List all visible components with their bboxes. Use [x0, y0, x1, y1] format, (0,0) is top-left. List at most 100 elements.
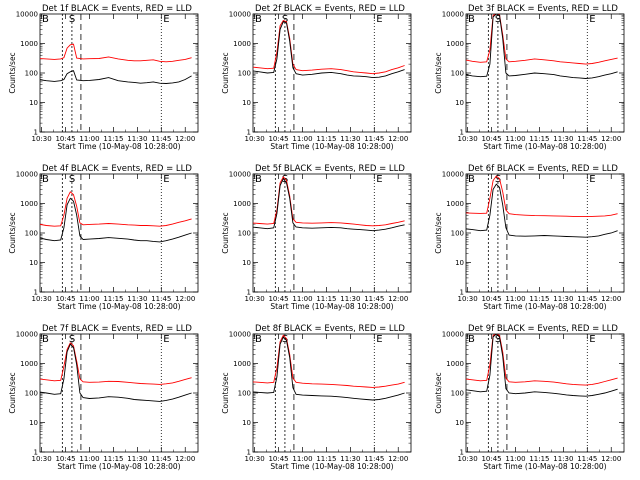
- x-tick-label: 10:45: [55, 455, 75, 463]
- x-tick-label: 10:30: [32, 455, 52, 463]
- y-axis-label: Counts/sec: [221, 52, 230, 93]
- series-line-lld: [40, 191, 192, 227]
- panel-det-2: Det 2f BLACK = Events, RED = LLD 1 10 100 10…: [221, 4, 412, 151]
- x-tick-label: 11:30: [553, 455, 573, 463]
- y-tick-label: 10000: [442, 11, 464, 19]
- x-tick-label: 10:45: [481, 295, 501, 303]
- x-axis-label: Start Time (10-May-08 10:28:00): [270, 302, 393, 311]
- x-axis-label: Start Time (10-May-08 10:28:00): [57, 302, 180, 311]
- x-tick-label: 11:30: [340, 455, 360, 463]
- y-tick-label: 1: [460, 289, 464, 297]
- series-line-events: [40, 343, 192, 402]
- y-axis-label: Counts/sec: [8, 52, 17, 93]
- y-tick-label: 1: [460, 449, 464, 457]
- x-tick-label: 12:00: [175, 455, 195, 463]
- y-tick-label: 10000: [16, 331, 38, 339]
- x-tick-label: 11:30: [553, 295, 573, 303]
- x-tick-label: 11:45: [151, 135, 171, 143]
- x-tick-label: 11:15: [103, 295, 123, 303]
- x-axis-label: Start Time (10-May-08 10:28:00): [483, 302, 606, 311]
- panel-det-7: Det 7f BLACK = Events, RED = LLD 1 10 100 10…: [8, 324, 199, 471]
- series-line-events: [253, 21, 405, 79]
- marker-label-s: S: [495, 14, 501, 25]
- x-tick-label: 11:45: [151, 295, 171, 303]
- x-tick-label: 12:00: [388, 135, 408, 143]
- marker-label-e: E: [376, 334, 382, 345]
- x-tick-label: 11:30: [340, 135, 360, 143]
- x-tick-label: 11:30: [127, 135, 147, 143]
- x-tick-label: 10:30: [458, 455, 478, 463]
- y-tick-label: 100: [238, 230, 251, 238]
- x-tick-label: 11:30: [340, 295, 360, 303]
- x-axis-label: Start Time (10-May-08 10:28:00): [57, 462, 180, 471]
- x-tick-label: 11:30: [127, 455, 147, 463]
- marker-label-b: B: [255, 174, 262, 185]
- marker-label-b: B: [255, 14, 262, 25]
- x-tick-label: 11:15: [316, 135, 336, 143]
- y-tick-label: 10: [455, 99, 464, 107]
- x-tick-label: 11:00: [292, 455, 312, 463]
- x-tick-label: 10:45: [481, 135, 501, 143]
- x-tick-label: 11:15: [316, 455, 336, 463]
- series-line-lld: [253, 19, 405, 75]
- marker-label-b: B: [468, 334, 475, 345]
- y-tick-label: 10: [455, 259, 464, 267]
- panel-det-6: Det 6f BLACK = Events, RED = LLD 1 10 100 10…: [434, 164, 625, 311]
- plot-frame: [39, 173, 199, 293]
- marker-label-b: B: [468, 174, 475, 185]
- x-tick-label: 11:00: [505, 135, 525, 143]
- y-tick-label: 1000: [20, 40, 38, 48]
- y-tick-label: 1000: [446, 200, 464, 208]
- x-tick-label: 11:00: [292, 135, 312, 143]
- plot-frame: [252, 13, 412, 133]
- marker-label-s: S: [282, 14, 288, 25]
- marker-label-b: B: [42, 174, 49, 185]
- y-tick-label: 10000: [229, 331, 251, 339]
- x-tick-label: 12:00: [175, 135, 195, 143]
- panel-det-8: Det 8f BLACK = Events, RED = LLD 1 10 100 10…: [221, 324, 412, 471]
- y-tick-label: 10: [29, 99, 38, 107]
- plot-frame: [465, 13, 625, 133]
- y-tick-label: 1: [247, 449, 251, 457]
- marker-label-e: E: [376, 174, 382, 185]
- plot-frame: [252, 173, 412, 293]
- y-tick-label: 100: [238, 390, 251, 398]
- plot-frame: [39, 333, 199, 453]
- y-tick-label: 1000: [233, 360, 251, 368]
- y-tick-label: 1: [34, 289, 38, 297]
- x-tick-label: 11:30: [553, 135, 573, 143]
- y-tick-label: 1000: [20, 200, 38, 208]
- x-tick-label: 10:45: [268, 135, 288, 143]
- x-tick-label: 10:30: [458, 135, 478, 143]
- x-axis-label: Start Time (10-May-08 10:28:00): [270, 462, 393, 471]
- y-tick-label: 10: [242, 99, 251, 107]
- series-line-lld: [253, 334, 405, 388]
- plot-frame: [252, 333, 412, 453]
- x-tick-label: 11:30: [127, 295, 147, 303]
- y-tick-label: 100: [451, 230, 464, 238]
- x-tick-label: 11:00: [79, 455, 99, 463]
- x-tick-label: 10:45: [481, 455, 501, 463]
- marker-label-e: E: [376, 14, 382, 25]
- series-line-events: [40, 70, 192, 84]
- y-tick-label: 1000: [446, 40, 464, 48]
- plot-frame: [39, 13, 199, 133]
- x-tick-label: 10:45: [55, 295, 75, 303]
- marker-label-s: S: [69, 334, 75, 345]
- x-tick-label: 11:15: [529, 295, 549, 303]
- panel-title: Det 3f BLACK = Events, RED = LLD: [468, 4, 618, 14]
- y-tick-label: 1: [34, 129, 38, 137]
- y-tick-label: 1: [247, 289, 251, 297]
- series-line-events: [466, 14, 618, 79]
- marker-label-s: S: [69, 174, 75, 185]
- plot-frame: [465, 173, 625, 293]
- x-tick-label: 10:45: [268, 455, 288, 463]
- y-tick-label: 10: [242, 419, 251, 427]
- x-tick-label: 11:00: [79, 135, 99, 143]
- panel-title: Det 6f BLACK = Events, RED = LLD: [468, 164, 618, 174]
- y-axis-label: Counts/sec: [221, 212, 230, 253]
- x-tick-label: 12:00: [601, 135, 621, 143]
- y-tick-label: 100: [451, 390, 464, 398]
- x-tick-label: 10:30: [32, 295, 52, 303]
